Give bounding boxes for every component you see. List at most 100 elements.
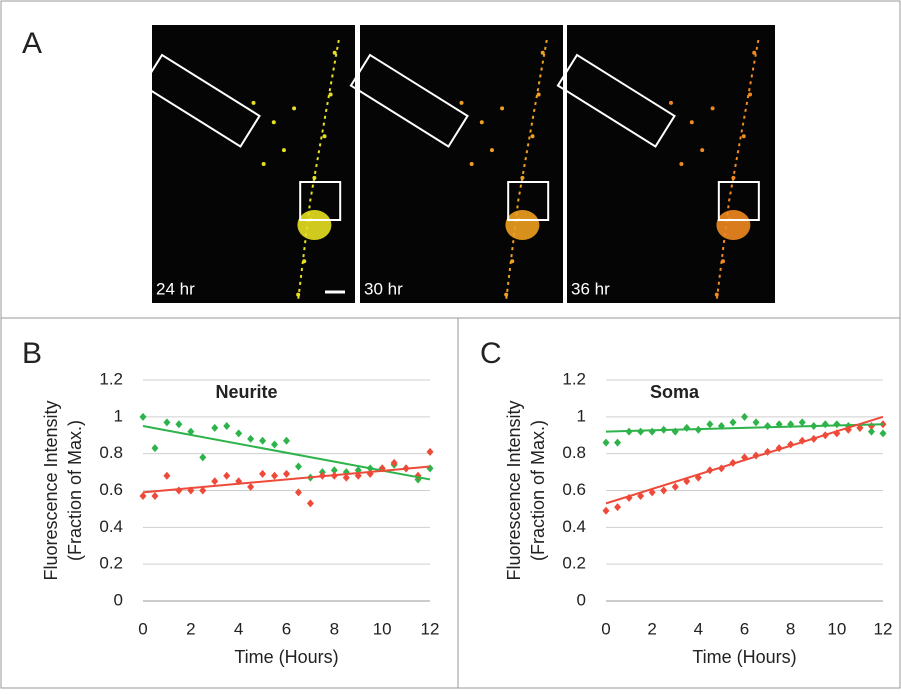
data-point: [223, 422, 231, 431]
y-tick-label: 0.4: [99, 517, 123, 536]
neurite: [505, 39, 548, 301]
data-point: [867, 427, 875, 436]
x-tick-label: 12: [421, 619, 440, 638]
y-axis-label: (Fraction of Max.): [528, 420, 548, 561]
y-tick-label: 0.6: [562, 480, 586, 499]
data-point: [660, 486, 668, 495]
data-point: [306, 499, 314, 508]
trendline: [605, 423, 884, 433]
micrograph: [567, 25, 775, 303]
neuron-dot: [281, 148, 286, 153]
chart-title: Neurite: [215, 382, 277, 402]
data-point: [602, 506, 610, 515]
data-point: [151, 492, 159, 501]
time-caption: 30 hr: [364, 279, 403, 298]
x-tick-label: 8: [330, 619, 339, 638]
neuron-dot: [710, 106, 715, 111]
y-tick-label: 0.8: [562, 443, 586, 462]
data-point: [614, 503, 622, 512]
chart-title: Soma: [650, 382, 700, 402]
neuron-dot: [292, 106, 297, 111]
x-tick-label: 8: [786, 619, 795, 638]
data-point: [187, 427, 195, 436]
data-point: [879, 429, 887, 438]
roi-box: [556, 53, 676, 148]
neuron-dot: [500, 106, 505, 111]
y-tick-label: 1: [577, 406, 586, 425]
neuron-dot: [504, 292, 509, 297]
x-tick-label: 4: [234, 619, 243, 638]
y-tick-label: 1.2: [562, 369, 586, 388]
neuron-dot: [679, 162, 684, 166]
x-axis-label: Time (Hours): [692, 647, 796, 667]
y-tick-label: 0.8: [99, 443, 123, 462]
neuron-dot: [271, 120, 276, 125]
soma: [297, 210, 332, 240]
neurite: [715, 39, 760, 301]
neuron-dot: [530, 134, 535, 139]
data-point: [223, 471, 231, 480]
y-tick-label: 0.6: [99, 480, 123, 499]
x-tick-label: 2: [647, 619, 656, 638]
data-point: [139, 492, 147, 501]
data-point: [175, 420, 183, 429]
x-tick-label: 10: [827, 619, 846, 638]
data-point: [139, 412, 147, 421]
data-point: [294, 488, 302, 497]
neurite: [297, 39, 340, 301]
neuron-dot: [469, 162, 474, 166]
trendline: [605, 415, 884, 505]
neuron-dot: [741, 134, 746, 139]
data-point: [199, 453, 207, 462]
time-caption: 36 hr: [571, 279, 610, 298]
data-point: [426, 447, 434, 456]
y-tick-label: 0: [114, 590, 123, 609]
x-tick-label: 10: [373, 619, 392, 638]
neuron-dot: [479, 120, 484, 125]
neuron-dot: [489, 148, 494, 153]
x-axis-label: Time (Hours): [234, 647, 338, 667]
data-point: [342, 473, 350, 482]
x-tick-label: 4: [694, 619, 703, 638]
x-tick-label: 0: [138, 619, 147, 638]
soma: [716, 210, 751, 240]
data-point: [741, 412, 748, 421]
neuron-dot: [296, 292, 301, 297]
neuron-dot: [459, 100, 464, 105]
panel-label: C: [480, 337, 502, 370]
trendline: [142, 465, 431, 494]
data-point: [752, 418, 760, 427]
data-point: [294, 462, 302, 471]
data-point: [163, 418, 171, 427]
neuron-dot: [261, 162, 266, 166]
panel-label: A: [22, 27, 42, 60]
x-tick-label: 0: [601, 619, 610, 638]
data-point: [271, 440, 279, 449]
roi-box: [349, 53, 469, 148]
data-point: [798, 418, 806, 427]
y-tick-label: 1.2: [99, 369, 123, 388]
data-point: [211, 477, 219, 486]
neuron-dot: [669, 100, 673, 105]
neuron-dot: [689, 120, 694, 125]
neuron-dot: [251, 100, 256, 105]
x-tick-label: 2: [186, 619, 195, 638]
data-point: [163, 471, 171, 480]
data-point: [283, 436, 290, 445]
data-point: [856, 423, 864, 432]
data-point: [271, 471, 279, 480]
data-point: [235, 429, 243, 438]
data-point: [390, 458, 398, 467]
data-point: [729, 418, 737, 427]
y-tick-label: 1: [114, 406, 123, 425]
panel-label: B: [22, 337, 42, 370]
x-tick-label: 12: [874, 619, 893, 638]
data-point: [247, 482, 255, 491]
data-point: [706, 420, 714, 429]
y-axis-label: Fluorescence Intensity: [504, 400, 524, 580]
data-point: [151, 444, 159, 453]
micrograph: [152, 25, 355, 303]
data-point: [330, 466, 338, 475]
y-tick-label: 0.4: [562, 517, 586, 536]
